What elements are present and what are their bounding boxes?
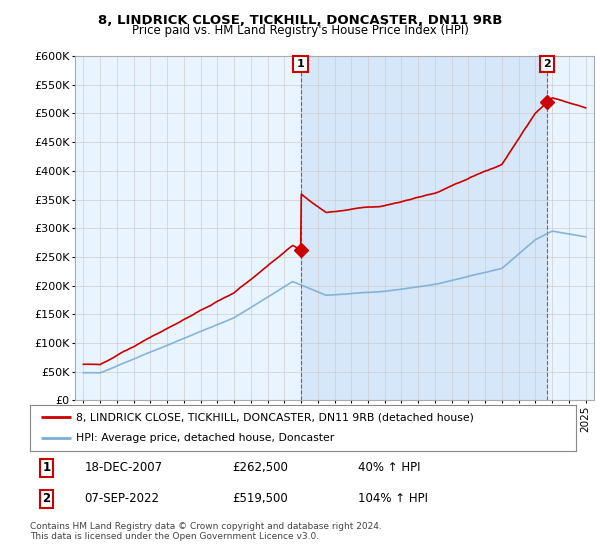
Text: 2: 2 <box>543 59 551 69</box>
Text: 8, LINDRICK CLOSE, TICKHILL, DONCASTER, DN11 9RB (detached house): 8, LINDRICK CLOSE, TICKHILL, DONCASTER, … <box>76 412 474 422</box>
Text: 104% ↑ HPI: 104% ↑ HPI <box>358 492 428 505</box>
Text: £262,500: £262,500 <box>232 461 288 474</box>
Text: 1: 1 <box>43 461 50 474</box>
Text: £519,500: £519,500 <box>232 492 288 505</box>
Text: 40% ↑ HPI: 40% ↑ HPI <box>358 461 420 474</box>
Text: 1: 1 <box>296 59 304 69</box>
Text: Price paid vs. HM Land Registry's House Price Index (HPI): Price paid vs. HM Land Registry's House … <box>131 24 469 36</box>
Text: Contains HM Land Registry data © Crown copyright and database right 2024.
This d: Contains HM Land Registry data © Crown c… <box>30 522 382 542</box>
Bar <box>301 56 547 400</box>
Text: 07-SEP-2022: 07-SEP-2022 <box>85 492 160 505</box>
Text: HPI: Average price, detached house, Doncaster: HPI: Average price, detached house, Donc… <box>76 433 335 444</box>
Text: 2: 2 <box>43 492 50 505</box>
Text: 8, LINDRICK CLOSE, TICKHILL, DONCASTER, DN11 9RB: 8, LINDRICK CLOSE, TICKHILL, DONCASTER, … <box>98 14 502 27</box>
Text: 18-DEC-2007: 18-DEC-2007 <box>85 461 163 474</box>
